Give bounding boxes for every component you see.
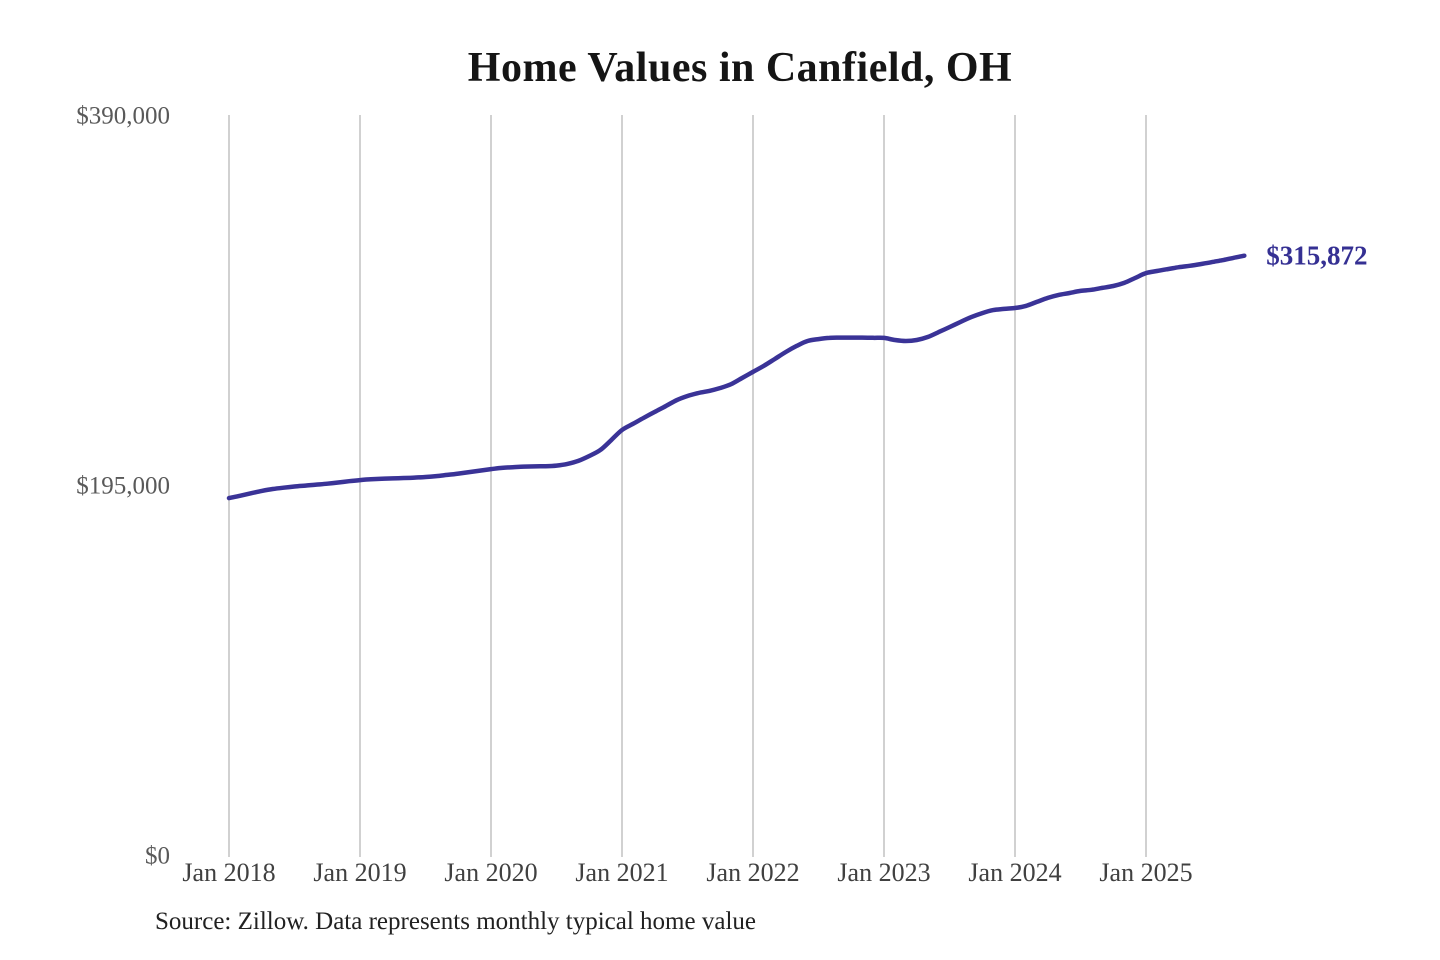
x-tick-label: Jan 2025	[1099, 858, 1192, 887]
x-tick-label: Jan 2024	[968, 858, 1061, 887]
x-tick-label: Jan 2020	[444, 858, 537, 887]
home-value-line	[226, 253, 1247, 501]
y-tick-label: $390,000	[76, 103, 170, 130]
y-tick-label: $0	[145, 843, 170, 870]
y-tick-label: $195,000	[76, 473, 170, 500]
source-note: Source: Zillow. Data represents monthly …	[155, 908, 756, 935]
x-tick-label: Jan 2019	[313, 858, 406, 887]
chart-title: Home Values in Canfield, OH	[467, 45, 1013, 91]
x-tick-label: Jan 2023	[837, 858, 930, 887]
latest-value-label: $315,872	[1266, 241, 1367, 271]
x-tick-label: Jan 2018	[182, 858, 275, 887]
x-tick-label: Jan 2022	[706, 858, 799, 887]
x-tick-label: Jan 2021	[575, 858, 668, 887]
